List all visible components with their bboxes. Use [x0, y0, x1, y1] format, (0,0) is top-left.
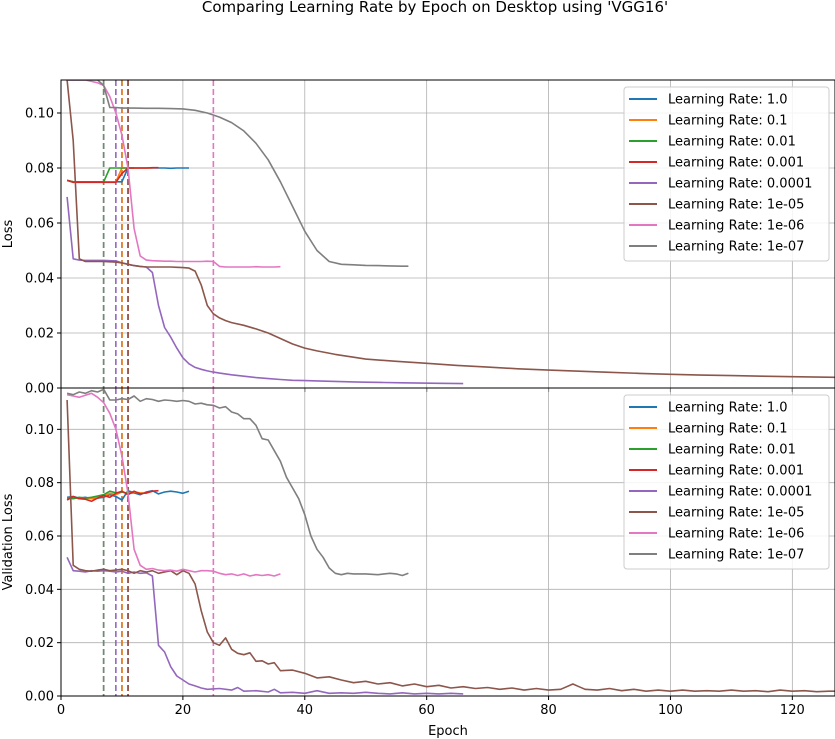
- validation-loss-axes-frame: [60, 387, 835, 697]
- validation-loss-legend-label-3: Learning Rate: 0.001: [668, 464, 804, 479]
- loss-y-tick-label: 0.00: [25, 382, 54, 397]
- loss-y-tick-label: 0.08: [25, 162, 54, 177]
- validation-loss-legend-label-7: Learning Rate: 1e-07: [668, 548, 804, 563]
- loss-series-line-3: [66, 166, 159, 184]
- validation-loss-y-tick-label: 0.06: [25, 530, 54, 545]
- loss-legend-label-3: Learning Rate: 0.001: [668, 156, 804, 171]
- validation-loss-y-tick-label: 0.02: [25, 636, 54, 651]
- validation-loss-legend: Learning Rate: 1.0 Learning Rate: 0.1 Lear…: [623, 394, 830, 570]
- loss-legend-label-1: Learning Rate: 0.1: [668, 114, 788, 129]
- validation-loss-y-tick-label: 0.08: [25, 476, 54, 491]
- validation-loss-axes: 0.00 0.02 0.04 0.06 0.08 0.10 0 20 40 60 80 100 120: [25, 387, 835, 718]
- validation-loss-legend-label-0: Learning Rate: 1.0: [668, 401, 788, 416]
- validation-loss-series-line-6: [66, 392, 281, 577]
- loss-legend-label-7: Learning Rate: 1e-07: [668, 240, 804, 255]
- loss-series-line-4: [66, 196, 464, 385]
- validation-loss-legend-label-5: Learning Rate: 1e-05: [668, 506, 804, 521]
- validation-loss-x-tick-label: 0: [57, 703, 65, 718]
- validation-loss-x-tick-label: 100: [658, 703, 683, 718]
- validation-loss-legend-label-1: Learning Rate: 0.1: [668, 422, 788, 437]
- loss-y-tick-label: 0.02: [25, 327, 54, 342]
- validation-loss-y-tick-label: 0.00: [25, 690, 54, 705]
- validation-loss-y-tick-label: 0.10: [25, 423, 54, 438]
- validation-loss-x-tick-label: 120: [780, 703, 805, 718]
- validation-loss-legend-box: [623, 394, 830, 570]
- loss-y-tick-label: 0.10: [25, 107, 54, 122]
- validation-loss-legend-label-2: Learning Rate: 0.01: [668, 443, 796, 458]
- loss-epoch-markers: [102, 80, 215, 388]
- loss-y-tick-label: 0.06: [25, 217, 54, 232]
- loss-series-line-2: [66, 167, 135, 183]
- validation-loss-legend-label-4: Learning Rate: 0.0001: [668, 485, 812, 500]
- validation-loss-series-line-4: [66, 556, 464, 695]
- validation-loss-series: [66, 388, 835, 695]
- validation-loss-x-tick-label: 80: [540, 703, 557, 718]
- loss-legend-label-4: Learning Rate: 0.0001: [668, 177, 812, 192]
- loss-legend-label-0: Learning Rate: 1.0: [668, 93, 788, 108]
- validation-loss-x-tick-label: 20: [175, 703, 192, 718]
- validation-loss-epoch-markers: [102, 388, 215, 696]
- loss-legend-label-5: Learning Rate: 1e-05: [668, 198, 804, 213]
- x-axis-label: Epoch: [428, 724, 468, 739]
- loss-legend: Learning Rate: 1.0 Learning Rate: 0.1 Lear…: [623, 86, 830, 262]
- loss-panel: 0.00 0.02 0.04 0.06 0.08 0.10 Loss Learning R…: [1, 79, 835, 397]
- chart-title: Comparing Learning Rate by Epoch on Desk…: [202, 0, 668, 16]
- loss-legend-box: [623, 86, 830, 262]
- loss-y-axis-label: Loss: [1, 220, 16, 249]
- validation-loss-y-axis-label: Validation Loss: [1, 493, 16, 590]
- validation-loss-series-line-5: [66, 399, 835, 693]
- validation-loss-panel: 0.000.020.040.060.080.100 20 40 60 80 100 120 …: [1, 387, 835, 718]
- loss-y-tick-label: 0.04: [25, 272, 54, 287]
- validation-loss-series-line-3: [66, 489, 159, 503]
- validation-loss-legend-label-6: Learning Rate: 1e-06: [668, 527, 804, 542]
- loss-series-line-7: [67, 80, 409, 267]
- loss-series-line-5: [66, 80, 835, 379]
- validation-loss-x-tick-label: 40: [297, 703, 314, 718]
- loss-series: [66, 80, 835, 385]
- validation-loss-series-line-7: [66, 388, 409, 577]
- validation-loss-x-tick-label: 60: [418, 703, 435, 718]
- loss-legend-label-6: Learning Rate: 1e-06: [668, 219, 804, 234]
- loss-legend-label-2: Learning Rate: 0.01: [668, 135, 796, 150]
- validation-loss-y-tick-label: 0.04: [25, 583, 54, 598]
